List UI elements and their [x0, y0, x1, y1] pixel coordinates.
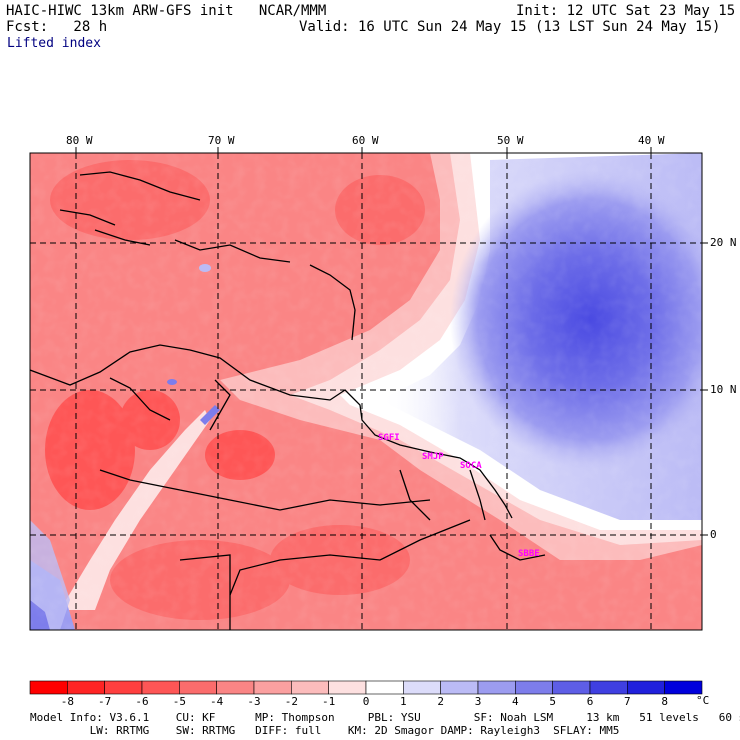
lat-label-0: 0	[710, 528, 717, 541]
colorbar-tick-label: 7	[624, 695, 631, 708]
colorbar-swatch	[291, 680, 329, 695]
colorbar-tick-label: -6	[135, 695, 149, 708]
colorbar-swatch	[627, 680, 665, 695]
init-time: Init: 12 UTC Sat 23 May 15	[516, 3, 736, 19]
colorbar-swatch	[253, 680, 292, 695]
colorbar-tick-label: 1	[400, 695, 407, 708]
lon-label-40w: 40 W	[638, 134, 665, 147]
lon-label-60w: 60 W	[352, 134, 379, 147]
colorbar-swatch	[216, 680, 255, 695]
colorbar	[29, 680, 703, 695]
colorbar-swatch	[67, 680, 105, 695]
colorbar-tick-label: 2	[437, 695, 444, 708]
lon-label-50w: 50 W	[497, 134, 524, 147]
colorbar-swatch	[664, 680, 703, 695]
station-sbbe: SBBE	[518, 549, 540, 559]
colorbar-swatch	[403, 680, 441, 695]
colorbar-swatch	[440, 680, 479, 695]
colorbar-tick-label: -4	[210, 695, 224, 708]
forecast-hour: Fcst: 28 h	[6, 19, 108, 35]
colorbar-swatch	[141, 680, 180, 695]
model-title: HAIC-HIWC 13km ARW-GFS init NCAR/MMM	[6, 3, 327, 19]
colorbar-swatch	[589, 680, 628, 695]
colorbar-tick-label: 4	[512, 695, 519, 708]
valid-time: Valid: 16 UTC Sun 24 May 15 (13 LST Sun …	[299, 19, 721, 35]
colorbar-tick-label: -1	[322, 695, 336, 708]
colorbar-swatch	[552, 680, 591, 695]
colorbar-tick-label: 6	[586, 695, 594, 708]
colorbar-tick-label: -7	[98, 695, 112, 708]
field-name: Lifted index	[7, 36, 101, 51]
lon-label-80w: 80 W	[66, 134, 93, 147]
colorbar-tick-label: -3	[247, 695, 261, 708]
station-smjp: SMJP	[422, 452, 444, 462]
colorbar-tick-label: 0	[362, 695, 370, 708]
map-ticks	[75, 147, 708, 536]
map-frame	[29, 152, 703, 631]
colorbar-swatch	[29, 680, 68, 695]
colorbar-tick-label: -8	[60, 695, 74, 708]
colorbar-tick-label: 5	[549, 695, 556, 708]
colorbar-tick-label: 8	[661, 695, 668, 708]
colorbar-swatch	[365, 680, 404, 695]
colorbar-swatch	[179, 680, 217, 695]
lon-label-70w: 70 W	[208, 134, 235, 147]
colorbar-tick-label: -2	[284, 695, 298, 708]
model-info-line-1: Model Info: V3.6.1 CU: KF MP: Thompson P…	[30, 711, 740, 724]
lat-label-10n: 10 N	[710, 383, 737, 396]
colorbar-swatch	[477, 680, 516, 695]
lat-label-20n: 20 N	[710, 236, 737, 249]
lat-lon-grid	[30, 153, 702, 630]
coastlines	[30, 171, 546, 630]
colorbar-unit: °C	[696, 694, 710, 707]
colorbar-tick-label: 3	[474, 695, 482, 708]
station-soca: SOCA	[460, 461, 482, 471]
colorbar-swatch	[328, 680, 367, 695]
colorbar-swatch	[104, 680, 143, 695]
model-info-line-2: LW: RRTMG SW: RRTMG DIFF: full KM: 2D Sm…	[30, 724, 620, 737]
station-sgfi: SGFI	[378, 433, 400, 443]
colorbar-swatch	[515, 680, 553, 695]
colorbar-tick-label: -5	[172, 695, 186, 708]
